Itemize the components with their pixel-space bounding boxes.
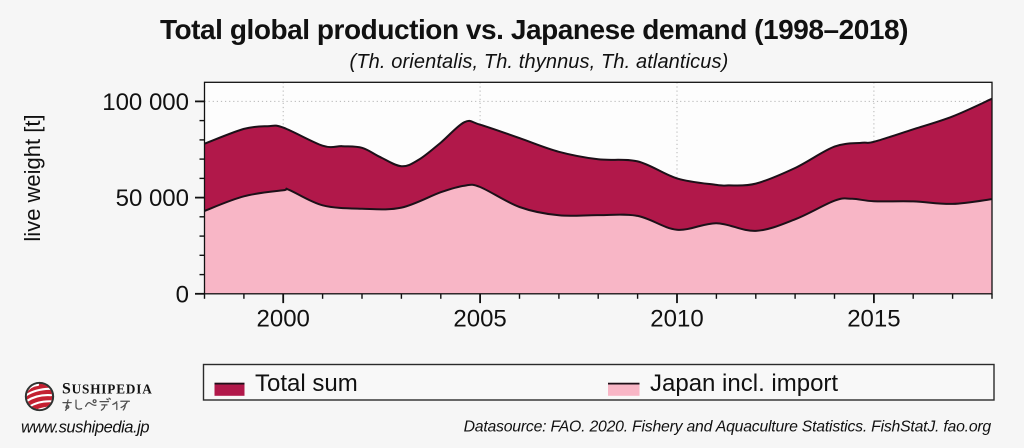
svg-text:2000: 2000 [257,306,310,333]
svg-text:www.sushipedia.jp: www.sushipedia.jp [21,418,149,436]
svg-text:live weight [t]: live weight [t] [20,114,45,241]
svg-text:(Th. orientalis, Th. thynnus,: (Th. orientalis, Th. thynnus, Th. atlant… [350,51,729,73]
svg-text:50 000: 50 000 [116,185,189,212]
svg-text:2005: 2005 [453,306,506,333]
svg-text:Total sum: Total sum [255,370,358,397]
svg-text:SUSHIPEDIA: SUSHIPEDIA [62,381,153,398]
svg-text:2010: 2010 [650,306,703,333]
svg-text:100 000: 100 000 [102,89,189,116]
svg-text:Total global production vs. Ja: Total global production vs. Japanese dem… [160,14,908,45]
svg-text:2015: 2015 [847,306,900,333]
svg-text:Datasource: FAO. 2020. Fishery: Datasource: FAO. 2020. Fishery and Aquac… [464,418,992,435]
svg-text:Japan incl. import: Japan incl. import [650,370,838,397]
svg-text:0: 0 [176,281,189,308]
